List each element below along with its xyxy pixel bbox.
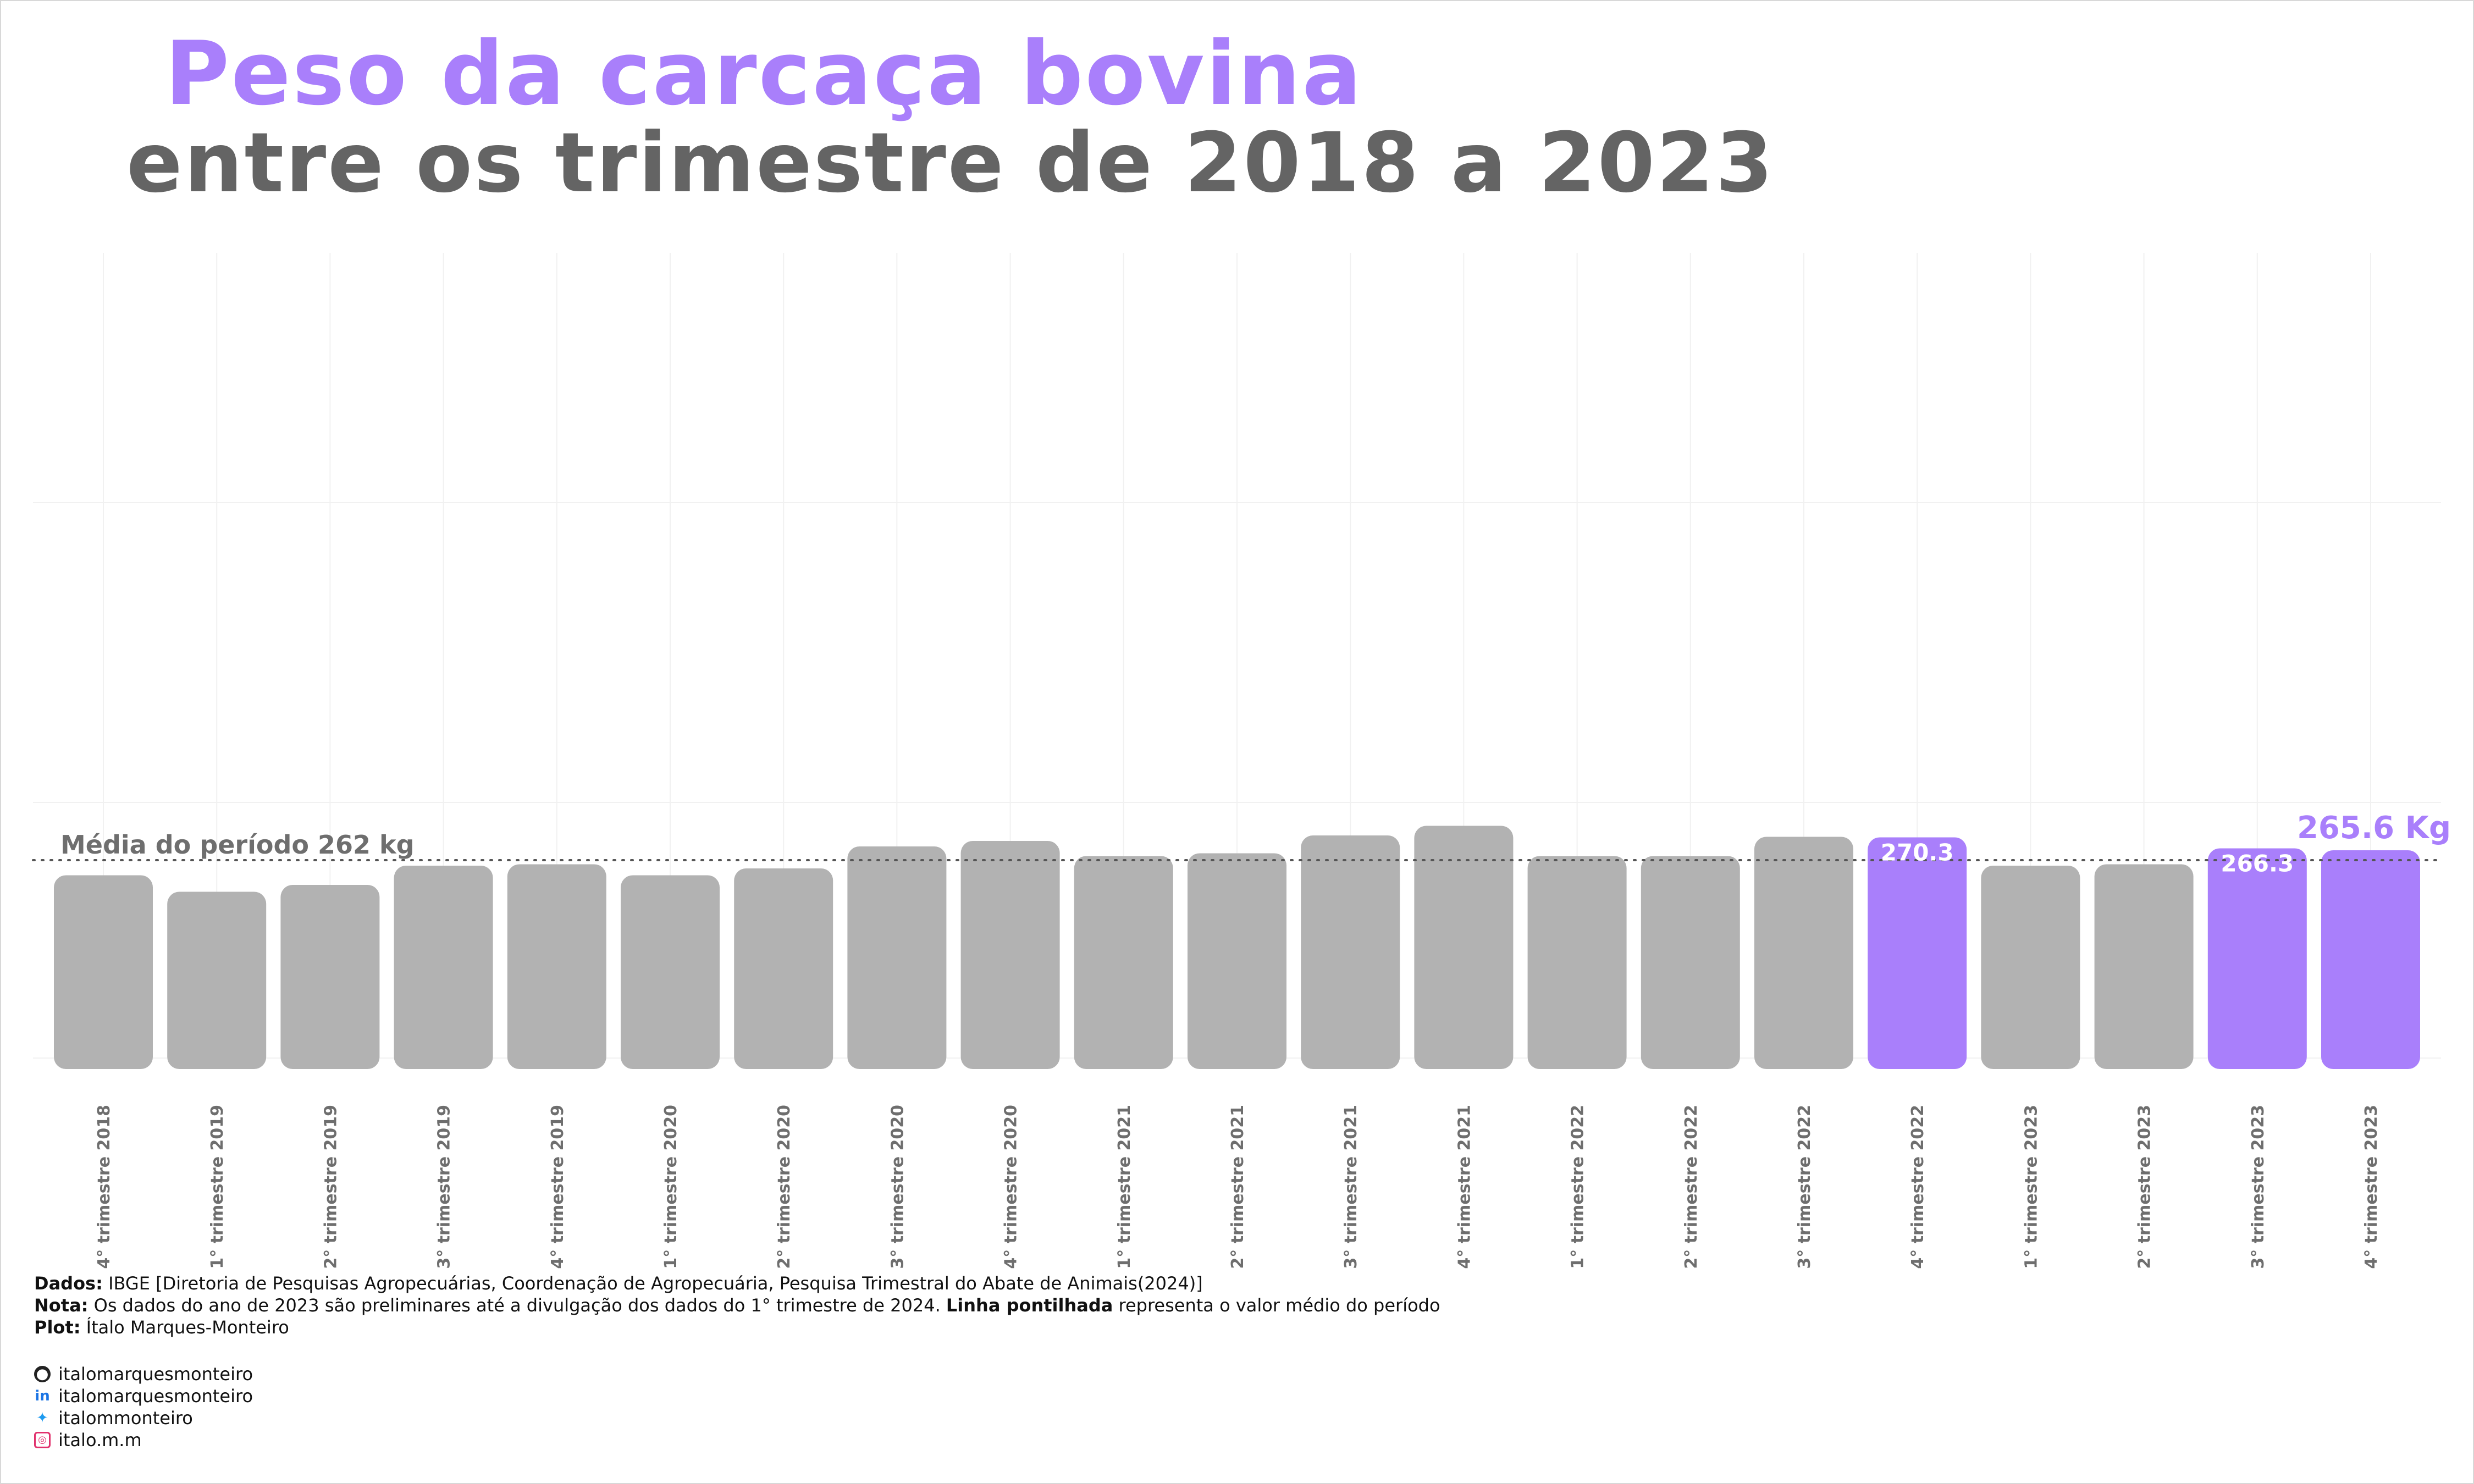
end-label: 265.6 Kg [2297,810,2451,846]
bar [394,866,493,1069]
bar [54,875,153,1069]
x-tick-label: 2° trimestre 2022 [1682,1105,1701,1269]
x-tick-label: 3° trimestre 2022 [1795,1105,1814,1269]
x-tick-label: 1° trimestre 2019 [208,1105,227,1269]
bars [54,826,2420,1069]
x-tick-label: 3° trimestre 2023 [2249,1105,2268,1269]
github-icon: ● [34,1366,51,1382]
social-instagram[interactable]: ◎ italo.m.m [34,1429,253,1451]
chart-title: Peso da carcaça bovina [165,22,1363,125]
bar [847,846,947,1069]
caption-nota: Nota: Os dados do ano de 2023 são prelim… [34,1295,1440,1316]
bar [1527,856,1627,1069]
bar [1641,856,1740,1069]
x-tick-label: 4° trimestre 2023 [2362,1105,2381,1269]
bar [1754,837,1853,1069]
bar [1188,853,1286,1069]
bar [734,868,833,1069]
bar [280,885,380,1069]
x-tick-label: 4° trimestre 2020 [1002,1105,1021,1269]
bar [1414,826,1514,1069]
caption: Dados: IBGE [Diretoria de Pesquisas Agro… [34,1272,1440,1338]
bar-chart: Média do período 262 kg 270.3 266.3265.6 … [32,253,2451,1269]
mean-line-group: Média do período 262 kg [32,830,2442,861]
x-tick-label: 1° trimestre 2020 [661,1105,681,1269]
chart-subtitle: entre os trimestre de 2018 a 2023 [126,115,1775,211]
x-tick-label: 4° trimestre 2022 [1908,1105,1928,1269]
linkedin-icon: in [35,1388,50,1404]
bar [1981,866,2080,1069]
x-tick-label: 4° trimestre 2018 [95,1105,114,1269]
social-links: ● italomarquesmonteiro in italomarquesmont… [34,1363,253,1451]
x-tick-label: 2° trimestre 2023 [2135,1105,2155,1269]
bar [2094,864,2194,1069]
bar [1074,856,1173,1069]
social-linkedin[interactable]: in italomarquesmonteiro [35,1386,253,1407]
social-twitter[interactable]: ✦ italommonteiro [34,1407,253,1429]
social-github[interactable]: ● italomarquesmonteiro [34,1363,253,1385]
bar [167,891,267,1069]
instagram-icon: ◎ [34,1432,51,1448]
x-tick-label: 4° trimestre 2019 [548,1105,567,1269]
x-tick-label: 3° trimestre 2021 [1341,1105,1361,1269]
bar [507,864,606,1069]
caption-plot: Plot: Ítalo Marques-Monteiro [34,1317,289,1338]
data-label: 270.3 [1881,839,1954,866]
bar [1301,835,1400,1069]
x-tick-label: 1° trimestre 2022 [1569,1105,1588,1269]
bar [2321,850,2420,1069]
x-tick-label: 4° trimestre 2021 [1455,1105,1474,1269]
x-tick-label: 1° trimestre 2021 [1115,1105,1134,1269]
data-label: 266.3 [2221,850,2294,877]
x-tick-label: 3° trimestre 2020 [888,1105,907,1269]
bar [960,841,1060,1069]
caption-dados: Dados: IBGE [Diretoria de Pesquisas Agro… [34,1273,1203,1294]
x-tick-label: 1° trimestre 2023 [2022,1105,2041,1269]
twitter-icon: ✦ [36,1410,48,1426]
bar [2207,848,2307,1069]
bar [621,875,720,1069]
mean-label: Média do período 262 kg [60,830,415,860]
x-tick-label: 2° trimestre 2019 [321,1105,340,1269]
x-tick-label: 2° trimestre 2021 [1228,1105,1247,1269]
x-tick-labels: 4° trimestre 2018 1° trimestre 2019 2° tri… [95,1105,2381,1269]
x-tick-label: 3° trimestre 2019 [435,1105,454,1269]
x-tick-label: 2° trimestre 2020 [775,1105,794,1269]
bar [1868,837,1967,1069]
